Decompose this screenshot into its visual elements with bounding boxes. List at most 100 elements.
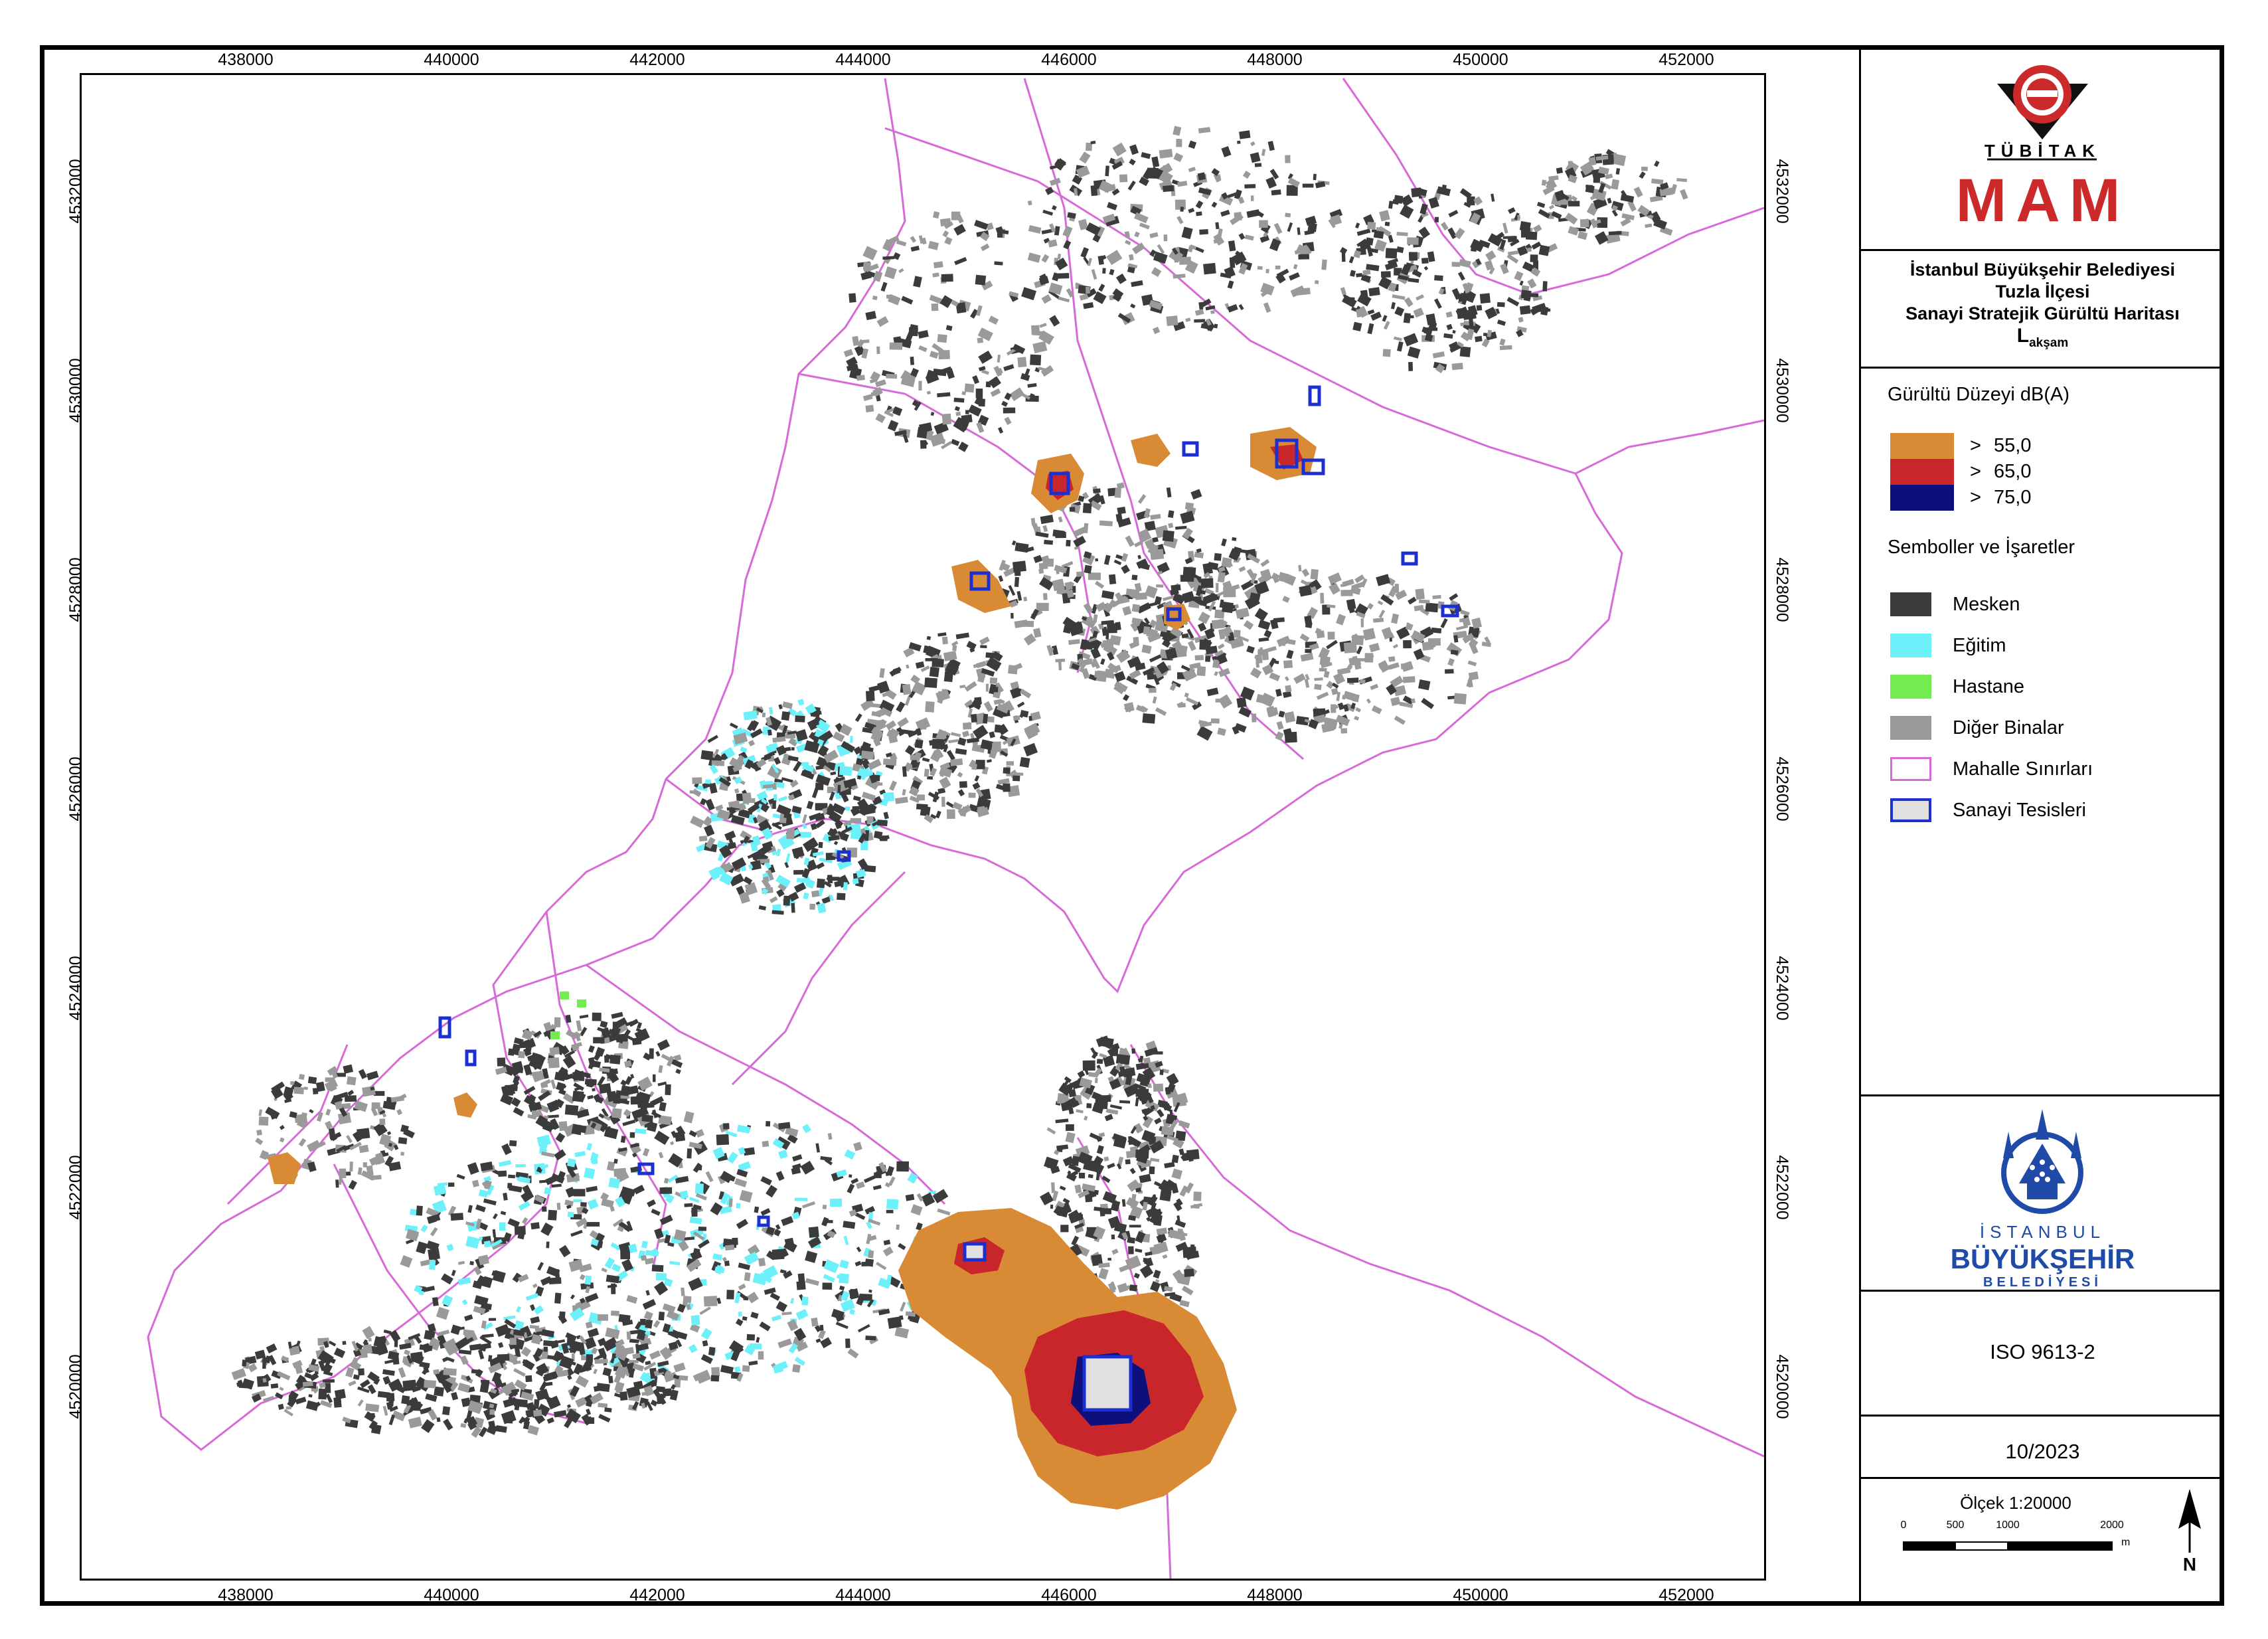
district-boundary xyxy=(586,964,946,1205)
legend-item-hastane: Hastane xyxy=(1890,673,2024,700)
building xyxy=(698,835,708,842)
building xyxy=(692,788,702,797)
building xyxy=(1028,224,1042,234)
building xyxy=(1176,1198,1183,1206)
building xyxy=(886,1165,894,1177)
building xyxy=(258,1109,263,1116)
building xyxy=(1130,303,1136,309)
north-label: N xyxy=(2182,1554,2197,1575)
building xyxy=(786,829,795,839)
building xyxy=(651,1264,664,1272)
building xyxy=(703,1296,718,1307)
building xyxy=(1615,168,1621,175)
building xyxy=(532,1409,542,1417)
building xyxy=(889,342,903,350)
building xyxy=(886,294,890,299)
building xyxy=(371,1102,380,1109)
building xyxy=(837,893,846,901)
building xyxy=(1116,1163,1122,1169)
building xyxy=(943,731,947,739)
building xyxy=(1250,152,1261,163)
building xyxy=(1107,1282,1116,1294)
building xyxy=(766,1185,777,1198)
building xyxy=(612,1218,623,1227)
building xyxy=(432,1258,440,1266)
building xyxy=(783,895,791,906)
building xyxy=(669,1389,679,1401)
building xyxy=(1099,1053,1107,1059)
building xyxy=(1066,539,1071,547)
building xyxy=(325,1383,331,1393)
building xyxy=(1121,564,1130,574)
building xyxy=(1040,365,1054,377)
building xyxy=(550,1173,565,1184)
building xyxy=(1099,520,1113,527)
building xyxy=(797,699,805,706)
building xyxy=(679,1190,688,1199)
mam-text: MAM xyxy=(1955,167,2130,234)
building xyxy=(1568,161,1573,165)
building xyxy=(987,746,991,754)
building xyxy=(1275,731,1284,741)
building xyxy=(700,750,714,761)
building xyxy=(1101,1041,1112,1050)
building xyxy=(1214,553,1222,561)
building xyxy=(1297,227,1301,235)
building xyxy=(592,1012,602,1021)
building xyxy=(1260,559,1270,567)
building xyxy=(1392,294,1406,300)
building xyxy=(857,1324,870,1333)
building xyxy=(1113,1222,1127,1233)
building xyxy=(581,1207,589,1215)
building xyxy=(460,1423,467,1428)
building xyxy=(676,1125,686,1136)
building xyxy=(1105,165,1109,177)
building xyxy=(827,1230,836,1239)
building xyxy=(728,1198,733,1207)
building xyxy=(586,1142,593,1151)
building xyxy=(1100,658,1105,665)
y-tick-label: 4526000 xyxy=(1773,756,1791,821)
building xyxy=(1680,189,1688,200)
building xyxy=(1109,1104,1123,1110)
building xyxy=(941,274,953,282)
building xyxy=(736,1169,748,1177)
building xyxy=(248,1363,258,1373)
building xyxy=(1217,643,1225,649)
building xyxy=(791,1211,800,1220)
building xyxy=(363,1344,372,1354)
building xyxy=(1117,1069,1130,1078)
noise-zone-55 xyxy=(1131,434,1171,467)
building xyxy=(541,1151,555,1158)
legend-label: Diğer Binalar xyxy=(1953,717,2064,738)
building xyxy=(879,667,885,678)
building xyxy=(932,272,939,278)
building xyxy=(673,1362,686,1373)
building xyxy=(1127,180,1136,191)
building xyxy=(497,1341,504,1348)
building xyxy=(1568,226,1580,236)
building xyxy=(441,1273,453,1285)
building xyxy=(860,271,872,280)
building xyxy=(1548,205,1555,210)
building xyxy=(939,295,953,308)
building xyxy=(910,236,917,243)
building xyxy=(1302,183,1314,188)
building xyxy=(805,1278,819,1286)
building xyxy=(988,315,999,325)
building xyxy=(1071,1235,1080,1246)
building xyxy=(787,1319,799,1332)
scale-tick: 0 xyxy=(1900,1519,1907,1531)
building xyxy=(1151,1202,1157,1210)
building xyxy=(1135,1090,1142,1098)
separator xyxy=(1861,249,2224,251)
building xyxy=(1111,1234,1115,1240)
building xyxy=(475,1218,482,1229)
noise-map[interactable] xyxy=(80,73,1766,1581)
building xyxy=(604,1257,615,1269)
building xyxy=(683,1111,694,1124)
building xyxy=(1538,209,1550,218)
building xyxy=(447,1357,455,1363)
building xyxy=(1298,564,1302,572)
building xyxy=(429,1259,436,1270)
